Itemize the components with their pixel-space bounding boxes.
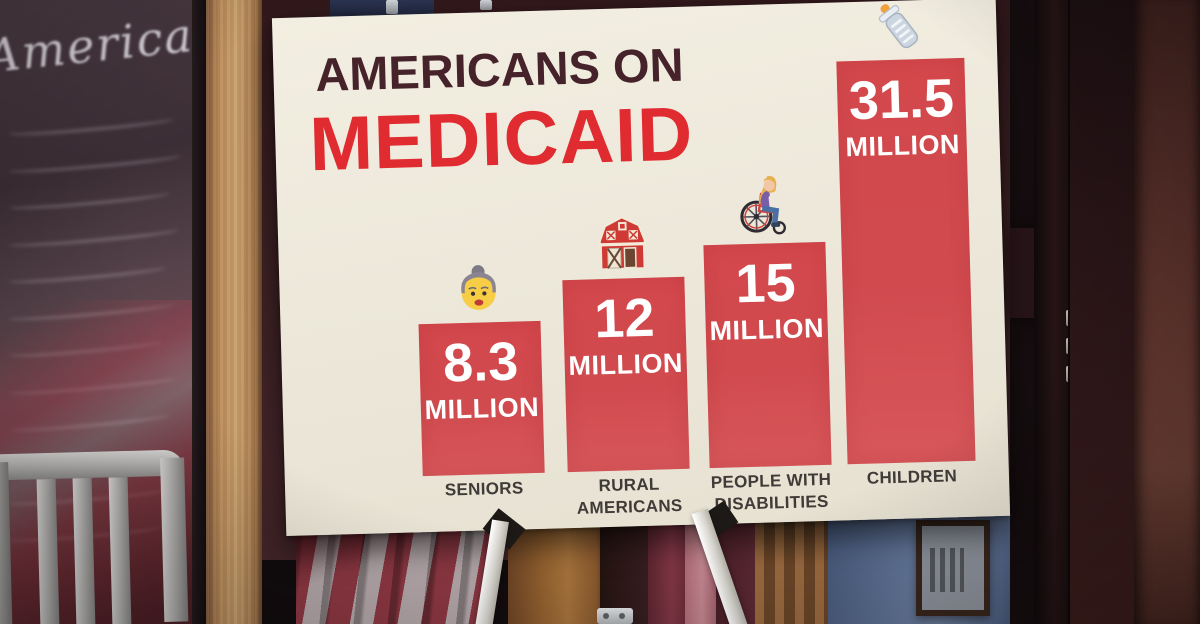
old-woman-emoji: [461, 265, 496, 310]
dark-wood-door: [1068, 0, 1136, 624]
medicaid-poster: AMERICANS ON MEDICAID 8.3 MILLION SENIOR…: [271, 0, 1011, 537]
wood-pillar: [206, 0, 262, 624]
mural-frame-edge: [192, 0, 206, 624]
door-hinge-strip: [1034, 0, 1077, 624]
aluminum-chair-back: [0, 439, 192, 624]
bar-label-children: CHILDREN: [866, 466, 958, 488]
bar-value: 12: [593, 287, 656, 350]
barn-emoji: [598, 216, 646, 269]
bar-label-rural-americans: RURAL AMERICANS: [576, 474, 683, 518]
bar-unit: MILLION: [424, 391, 540, 425]
script-line: [7, 186, 171, 213]
dark-doorway: [1010, 0, 1200, 624]
bar-value: 31.5: [848, 68, 955, 132]
baby-bottle-emoji-wrap: [867, 0, 932, 61]
bar-people-with-disabilities: 15 MILLION: [703, 241, 832, 469]
metal-bracket: [597, 608, 633, 624]
chair-right-rail: [160, 457, 189, 623]
bar-label-seniors: SENIORS: [444, 478, 524, 500]
bar-column-people-with-disabilities: 15 MILLION: [701, 173, 832, 469]
mahogany-door-frame: [1134, 0, 1200, 624]
bar-unit: MILLION: [845, 128, 961, 162]
script-line: [7, 112, 174, 139]
chair-slat: [108, 476, 132, 624]
bar-value: 15: [734, 252, 797, 315]
script-line: [7, 223, 180, 250]
bar-column-rural-americans: 12 MILLION: [561, 214, 690, 473]
framed-picture: [916, 520, 990, 616]
chair-top-rail: [0, 449, 185, 481]
mural-script-word: America,: [0, 6, 213, 84]
bar-unit: MILLION: [568, 347, 684, 381]
bar-value: 8.3: [442, 331, 519, 394]
easel-top-hardware: [480, 0, 492, 10]
chair-left-rail: [0, 462, 13, 624]
american-flag-draped: [296, 520, 492, 624]
script-line: [7, 261, 167, 286]
poster-title-line2: MEDICAID: [308, 91, 695, 188]
script-line: [7, 149, 181, 176]
bar-column-seniors: 8.3 MILLION: [417, 262, 545, 477]
bar-seniors: 8.3 MILLION: [418, 320, 545, 477]
bar-unit: MILLION: [709, 312, 825, 346]
chair-slat: [72, 477, 96, 624]
easel-top-hardware: [386, 0, 398, 14]
bar-rural-americans: 12 MILLION: [562, 276, 690, 473]
bar-children: 31.5 MILLION: [836, 57, 976, 465]
chair-slat: [36, 478, 60, 624]
baby-bottle-emoji: [878, 4, 919, 49]
bar-column-children: 31.5 MILLION: [835, 0, 976, 465]
woman-in-manual-wheelchair-emoji: [740, 176, 786, 235]
